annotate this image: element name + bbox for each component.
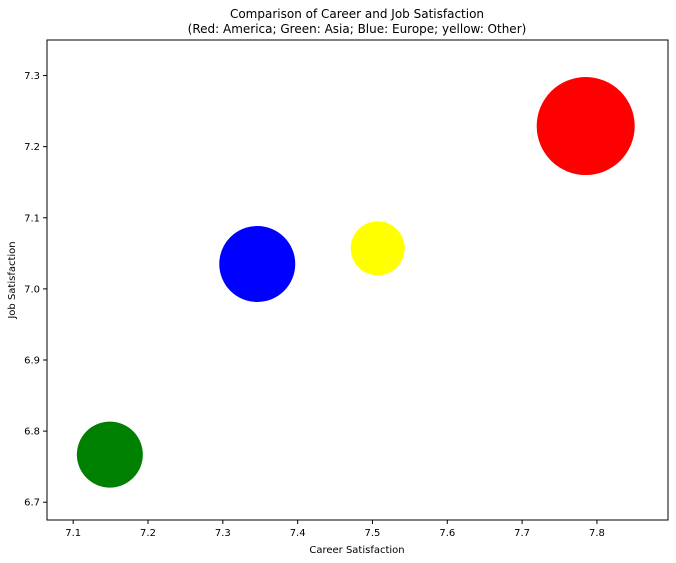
x-tick-label: 7.4 <box>290 528 306 539</box>
x-tick-label: 7.3 <box>215 528 231 539</box>
y-tick-label: 6.9 <box>24 356 40 367</box>
chart-title: Comparison of Career and Job Satisfactio… <box>230 7 484 21</box>
x-tick-label: 7.8 <box>589 528 605 539</box>
y-tick-label: 7.2 <box>24 142 40 153</box>
chart-subtitle: (Red: America; Green: Asia; Blue: Europe… <box>188 22 527 36</box>
x-tick-label: 7.5 <box>365 528 381 539</box>
x-tick-label: 7.1 <box>65 528 81 539</box>
x-axis: 7.1 7.2 7.3 7.4 7.5 7.6 7.7 7.8 <box>65 520 605 539</box>
y-tick-label: 7.3 <box>24 71 40 82</box>
x-tick-label: 7.7 <box>514 528 530 539</box>
y-axis: 6.7 6.8 6.9 7.0 7.1 7.2 7.3 <box>24 71 47 509</box>
data-point-1 <box>536 77 635 176</box>
y-tick-label: 7.1 <box>24 213 40 224</box>
x-tick-label: 7.2 <box>140 528 156 539</box>
data-point-3 <box>219 226 296 302</box>
y-tick-label: 6.8 <box>24 427 40 438</box>
y-tick-label: 7.0 <box>24 284 40 295</box>
points-layer <box>76 77 635 488</box>
x-tick-label: 7.6 <box>439 528 455 539</box>
plot-frame <box>46 39 669 521</box>
data-point-2 <box>76 421 143 488</box>
y-tick-label: 6.7 <box>24 498 40 509</box>
x-axis-label: Career Satisfaction <box>309 545 404 556</box>
data-point-4 <box>350 221 405 276</box>
y-axis-label: Job Satisfaction <box>7 241 18 319</box>
